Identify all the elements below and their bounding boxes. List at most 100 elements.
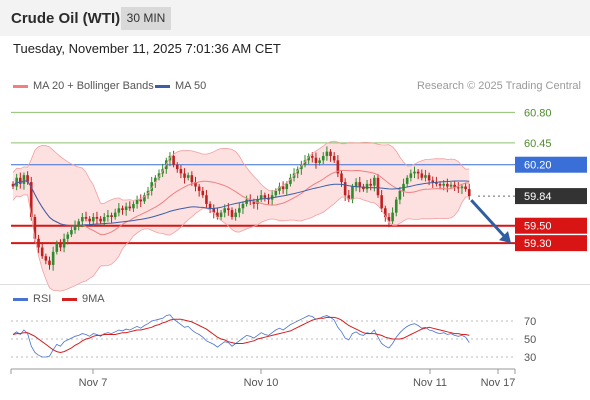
time-axis-label: Nov 10 xyxy=(244,377,279,389)
candle-body xyxy=(241,203,245,209)
candle-body xyxy=(380,195,383,209)
pivot-level-label: 60.20 xyxy=(524,160,552,172)
rsi-ma-line xyxy=(12,316,470,354)
candle-body xyxy=(329,151,332,156)
candle-body xyxy=(427,175,431,181)
candle-body xyxy=(190,175,194,183)
candle-body xyxy=(132,203,135,209)
candle-body xyxy=(183,173,186,178)
candle-body xyxy=(19,177,22,184)
candle-body xyxy=(464,186,467,190)
candle-body xyxy=(416,171,420,174)
time-axis-label: Nov 17 xyxy=(481,377,516,389)
candle-body xyxy=(332,156,336,161)
candle-body xyxy=(285,183,289,190)
candle-body xyxy=(325,151,329,156)
candle-body xyxy=(424,175,427,178)
candle-body xyxy=(194,182,197,187)
candle-body xyxy=(150,182,153,191)
panel-separator xyxy=(0,284,590,285)
candle-body xyxy=(449,184,453,187)
candle-body xyxy=(435,182,438,184)
rsi-tick-label: 30 xyxy=(524,352,536,364)
candle-body xyxy=(467,189,471,197)
bollinger-legend-label: MA 20 + Bollinger Bands xyxy=(33,80,154,92)
rsi-ma-legend-label: 9MA xyxy=(82,293,105,305)
instrument-title: Crude Oil (WTI) xyxy=(11,10,121,27)
time-axis-label: Nov 7 xyxy=(79,377,108,389)
candle-body xyxy=(413,171,416,174)
candle-body xyxy=(216,212,219,217)
bollinger-legend-swatch xyxy=(13,85,28,88)
candle-body xyxy=(321,156,325,161)
candle-body xyxy=(300,164,303,170)
candle-body xyxy=(81,217,84,222)
candle-body xyxy=(11,183,15,187)
candle-body xyxy=(453,184,456,188)
candle-body xyxy=(274,190,278,196)
candle-body xyxy=(175,164,179,170)
candle-body xyxy=(369,183,372,186)
forecast-arrow-head xyxy=(499,231,511,244)
resistance-level-label: 60.80 xyxy=(524,107,552,119)
candle-body xyxy=(186,175,190,178)
candle-body xyxy=(22,175,26,184)
candle-body xyxy=(117,208,121,213)
candle-body xyxy=(205,195,208,204)
candle-body xyxy=(405,177,409,184)
candle-body xyxy=(373,177,376,186)
rsi-tick-label: 70 xyxy=(524,316,536,328)
candle-body xyxy=(278,186,281,191)
candle-body xyxy=(223,208,226,213)
last_price-level-tag xyxy=(515,188,587,205)
bollinger-upper-line xyxy=(12,140,470,204)
timeframe-button[interactable]: 30 MIN xyxy=(121,7,171,30)
candle-body xyxy=(40,247,44,257)
candle-body xyxy=(347,195,351,200)
candle-body xyxy=(446,183,449,187)
candle-body xyxy=(73,225,77,231)
candle-body xyxy=(234,212,237,217)
candle-body xyxy=(394,199,398,213)
ma50-legend-swatch xyxy=(155,85,170,88)
candle-body xyxy=(77,221,80,226)
candle-body xyxy=(238,208,241,213)
candle-body xyxy=(460,186,464,189)
ma50-line xyxy=(12,180,470,227)
support-level-label: 59.50 xyxy=(524,221,552,233)
candle-body xyxy=(121,208,124,211)
candle-body xyxy=(70,230,73,235)
candle-body xyxy=(139,199,143,202)
candle-body xyxy=(102,217,106,222)
candle-body xyxy=(212,208,216,213)
candle-body xyxy=(311,156,314,158)
candle-body xyxy=(391,212,394,222)
candle-body xyxy=(245,199,248,204)
last_price-level-label: 59.84 xyxy=(524,191,552,203)
title-bar: Crude Oil (WTI) 30 MIN xyxy=(0,0,590,36)
candle-body xyxy=(281,186,285,190)
bollinger-lower-line xyxy=(12,194,470,292)
candle-body xyxy=(252,201,256,204)
candle-body xyxy=(376,177,380,196)
ma20-line xyxy=(12,169,470,236)
candle-body xyxy=(124,206,128,211)
candle-body xyxy=(143,195,146,202)
candle-body xyxy=(106,215,110,217)
candle-body xyxy=(95,217,99,219)
candle-body xyxy=(227,208,230,211)
candle-body xyxy=(99,218,102,222)
candle-body xyxy=(303,160,307,165)
candle-body xyxy=(358,182,362,187)
candle-body xyxy=(343,182,347,196)
rsi-line xyxy=(12,314,470,358)
rsi-legend-swatch xyxy=(13,298,28,301)
candle-body xyxy=(384,208,387,217)
pivot-level-tag xyxy=(515,156,587,173)
candle-body xyxy=(62,238,66,248)
candle-body xyxy=(340,173,343,183)
candle-body xyxy=(314,157,318,163)
candle-body xyxy=(409,173,413,178)
candle-body xyxy=(387,217,391,222)
